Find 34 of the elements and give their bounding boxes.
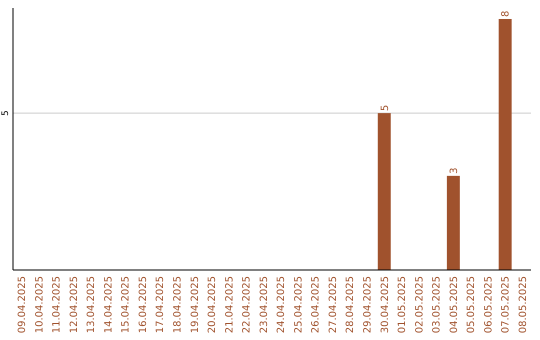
x-tick-label: 09.04.2025 (17, 276, 28, 334)
x-tick-label: 24.04.2025 (276, 276, 288, 334)
x-tick-label: 11.04.2025 (52, 276, 63, 334)
x-tick-label: 26.04.2025 (310, 276, 322, 334)
x-tick-label: 18.04.2025 (172, 276, 184, 334)
x-tick-label: 04.05.2025 (448, 276, 460, 334)
data-label: 5 (380, 104, 391, 112)
x-tick-label: 21.04.2025 (224, 276, 236, 334)
data-label: 8 (500, 10, 512, 17)
x-tick-label: 10.04.2025 (34, 276, 46, 334)
x-tick-label: 27.04.2025 (328, 276, 339, 334)
x-tick-label: 30.04.2025 (380, 276, 391, 334)
x-tick-label: 15.04.2025 (120, 276, 132, 334)
x-tick-label: 05.05.2025 (466, 276, 478, 334)
x-tick-label: 07.05.2025 (500, 276, 512, 334)
x-tick-label: 03.05.2025 (432, 276, 443, 334)
x-tick-label: 14.04.2025 (103, 276, 114, 334)
x-tick-label: 01.05.2025 (397, 276, 408, 334)
x-tick-label: 06.05.2025 (483, 276, 494, 334)
data-label: 3 (448, 167, 460, 174)
x-tick-label: 12.04.2025 (68, 276, 80, 334)
x-tick-label: 22.04.2025 (242, 276, 253, 334)
x-tick-label: 17.04.2025 (155, 276, 166, 334)
x-tick-label: 02.05.2025 (414, 276, 426, 334)
x-tick-label: 23.04.2025 (258, 276, 270, 334)
x-tick-label: 19.04.2025 (190, 276, 201, 334)
x-tick-label: 08.05.2025 (518, 276, 529, 334)
x-tick-label: 25.04.2025 (293, 276, 304, 334)
x-tick-label: 29.04.2025 (362, 276, 374, 334)
x-tick-label: 16.04.2025 (138, 276, 149, 334)
ref-line-label: 5 (1, 110, 11, 116)
x-tick-label: 13.04.2025 (86, 276, 98, 334)
x-tick-label: 28.04.2025 (345, 276, 356, 334)
x-tick-label: 20.04.2025 (207, 276, 218, 334)
